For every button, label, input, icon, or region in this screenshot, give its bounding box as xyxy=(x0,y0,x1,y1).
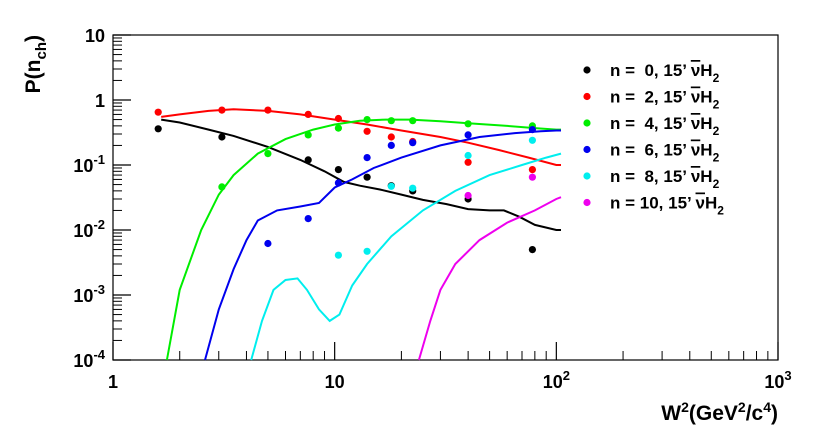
data-point-series-2-5 xyxy=(387,117,395,125)
data-point-series-1-0 xyxy=(154,108,162,116)
data-point-series-2-0 xyxy=(218,183,226,191)
plot-frame xyxy=(112,34,779,361)
y-tick-label: 10-3 xyxy=(73,282,105,306)
legend-marker-2 xyxy=(583,119,591,127)
axes: 1 10 102 103 10-4 10-3 10-2 10-1 1 10 xyxy=(73,26,791,392)
data-point-series-2-1 xyxy=(264,150,272,158)
data-point-series-5-1 xyxy=(528,173,537,181)
legend-label-0: n = 0, 15’ νH2 xyxy=(610,61,720,85)
x-tick-label: 102 xyxy=(543,368,570,392)
data-point-series-5-0 xyxy=(464,191,472,200)
legend-label-1: n = 2, 15’ νH2 xyxy=(610,88,720,112)
data-point-series-0-1 xyxy=(218,133,226,141)
curve-series-1 xyxy=(161,108,561,166)
y-tick-label: 10-4 xyxy=(73,347,105,371)
legend-marker-3 xyxy=(583,145,591,154)
y-tick-label: 10 xyxy=(85,26,105,46)
legend-marker-0 xyxy=(583,66,591,74)
plot-area xyxy=(112,34,779,361)
legend-marker-5 xyxy=(583,198,591,207)
legend-label-4: n = 8, 15’ νH2 xyxy=(610,167,720,191)
curve-series-2 xyxy=(165,118,561,361)
data-point-series-0-4 xyxy=(363,173,371,181)
data-point-series-1-5 xyxy=(363,127,371,135)
legend-marker-1 xyxy=(583,92,591,101)
data-point-series-4-5 xyxy=(528,136,537,144)
legend-label-2: n = 4, 15’ νH2 xyxy=(610,114,720,138)
y-tick-label: 1 xyxy=(95,91,105,111)
data-point-series-3-6 xyxy=(464,131,472,139)
curve-series-0 xyxy=(161,118,561,231)
y-tick-label: 10-2 xyxy=(73,217,105,241)
data-point-series-3-1 xyxy=(304,215,312,223)
x-tick-label: 10 xyxy=(325,372,345,392)
legend-marker-4 xyxy=(583,172,591,180)
data-point-series-2-6 xyxy=(409,117,417,125)
data-point-series-1-9 xyxy=(528,166,537,174)
data-point-series-2-3 xyxy=(334,124,342,132)
data-point-series-4-0 xyxy=(334,251,342,259)
data-point-series-3-5 xyxy=(409,139,417,147)
data-point-series-2-7 xyxy=(464,120,472,128)
data-point-series-4-4 xyxy=(464,151,472,160)
legend-label-3: n = 6, 15’ νH2 xyxy=(610,141,720,165)
data-point-series-0-0 xyxy=(154,125,162,133)
data-point-series-3-2 xyxy=(334,179,342,187)
data-point-series-1-3 xyxy=(304,110,312,118)
data-point-series-0-3 xyxy=(334,166,342,174)
data-point-series-0-8 xyxy=(528,246,537,254)
curve-series-5 xyxy=(417,196,562,361)
data-point-series-3-7 xyxy=(528,126,537,134)
y-tick-label: 10-1 xyxy=(73,152,105,176)
data-point-series-1-8 xyxy=(464,158,472,166)
data-point-series-4-2 xyxy=(387,182,395,190)
data-point-series-3-3 xyxy=(363,154,371,162)
data-point-series-1-2 xyxy=(264,106,272,114)
data-point-series-2-2 xyxy=(304,131,312,139)
y-axis-title: P(nch) xyxy=(22,35,50,93)
data-point-series-1-4 xyxy=(334,114,342,123)
x-tick-label: 1 xyxy=(108,372,118,392)
data-point-series-3-0 xyxy=(264,239,272,248)
data-point-series-1-6 xyxy=(387,133,395,141)
model-curves xyxy=(161,108,562,361)
data-point-series-3-4 xyxy=(387,141,395,149)
data-points xyxy=(154,106,537,259)
data-point-series-2-4 xyxy=(363,116,371,124)
curve-series-3 xyxy=(204,129,561,361)
x-axis-title: W2(GeV2/c4) xyxy=(661,399,778,425)
x-tick-label: 103 xyxy=(764,368,791,392)
data-point-series-0-2 xyxy=(304,156,312,164)
data-point-series-1-1 xyxy=(218,106,226,114)
curve-series-4 xyxy=(250,152,562,361)
data-point-series-4-3 xyxy=(409,184,417,192)
legend-label-5: n = 10, 15’ νH2 xyxy=(610,194,724,218)
data-point-series-4-1 xyxy=(363,247,371,255)
